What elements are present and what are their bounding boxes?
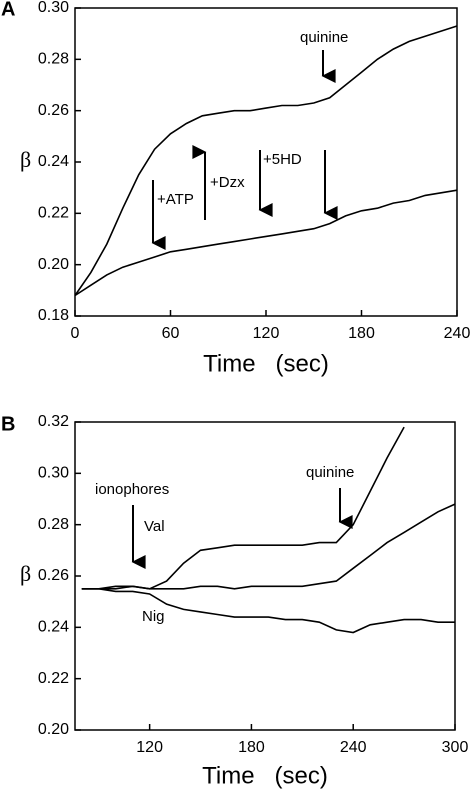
data-line xyxy=(74,25,458,296)
y-tick-label: 0.22 xyxy=(38,205,69,222)
data-line xyxy=(81,426,405,590)
y-tick-label: 0.20 xyxy=(38,256,69,273)
annotation: Val xyxy=(144,518,165,535)
y-axis-label: β xyxy=(20,561,31,586)
x-tick-label: 180 xyxy=(238,739,265,756)
y-tick-label: 0.30 xyxy=(38,0,69,16)
x-tick-label: 120 xyxy=(253,325,280,342)
x-tick-label: 0 xyxy=(71,325,80,342)
x-axis-label: Time (sec) xyxy=(203,350,329,377)
x-tick-label: 180 xyxy=(348,325,375,342)
y-tick-label: 0.32 xyxy=(38,413,69,430)
y-tick-label: 0.26 xyxy=(38,102,69,119)
y-tick-label: 0.18 xyxy=(38,307,69,324)
y-axis-label: β xyxy=(20,147,31,172)
annotation: +Dzx xyxy=(210,174,245,191)
plot-frame xyxy=(74,421,456,731)
annotation: +5HD xyxy=(263,151,302,168)
y-tick-label: 0.28 xyxy=(38,51,69,68)
y-tick-label: 0.26 xyxy=(38,567,69,584)
y-tick-label: 0.30 xyxy=(38,465,69,482)
x-tick-label: 240 xyxy=(340,739,367,756)
y-tick-label: 0.20 xyxy=(38,721,69,738)
x-tick-label: 300 xyxy=(442,739,469,756)
annotation: quinine xyxy=(306,464,354,481)
x-tick-label: 60 xyxy=(162,325,180,342)
annotation: Nig xyxy=(142,608,165,625)
x-tick-label: 240 xyxy=(444,325,471,342)
annotation: +ATP xyxy=(157,191,194,208)
y-tick-label: 0.22 xyxy=(38,670,69,687)
data-line xyxy=(81,503,456,590)
annotation: ionophores xyxy=(95,481,169,498)
y-tick-label: 0.24 xyxy=(38,619,69,636)
panel-label: B xyxy=(1,413,15,435)
x-tick-label: 120 xyxy=(136,739,163,756)
x-axis-label: Time (sec) xyxy=(202,762,328,789)
data-line xyxy=(81,588,455,634)
y-tick-label: 0.24 xyxy=(38,153,69,170)
annotation: quinine xyxy=(300,29,348,46)
y-tick-label: 0.28 xyxy=(38,516,69,533)
panel-label: A xyxy=(1,0,15,20)
data-line xyxy=(74,189,458,297)
